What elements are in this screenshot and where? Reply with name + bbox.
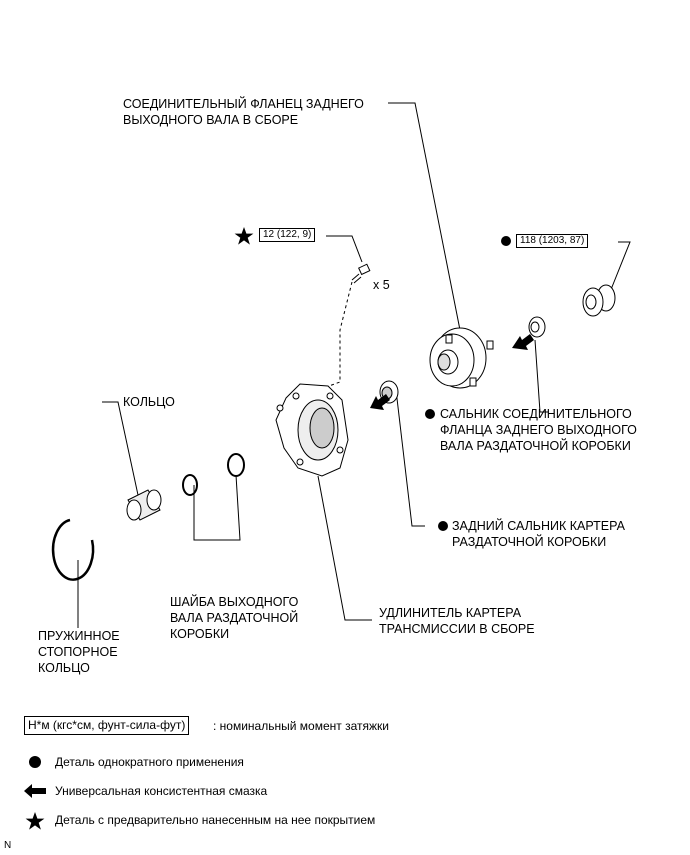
bolt-part [351, 263, 371, 284]
leader-flange [388, 102, 461, 331]
nut-part [582, 284, 616, 317]
leader-nut-torque [609, 241, 631, 293]
leader-flange-seal [534, 339, 548, 413]
single-use-dot-flange-seal [425, 409, 435, 419]
legend-single-use-text: Деталь однократного применения [55, 755, 244, 769]
grease-arrow-flange-seal [512, 334, 534, 350]
single-use-dot-rear-seal [438, 521, 448, 531]
snap-ring-part [51, 518, 95, 581]
single-use-dot-nut [501, 236, 511, 246]
label-snap-ring: ПРУЖИННОЕ СТОПОРНОЕ КОЛЬЦО [38, 629, 120, 675]
legend-precoated-text: Деталь с предварительно нанесенным на не… [55, 813, 376, 827]
flange-seal-part [528, 316, 546, 338]
extension-housing-part [275, 383, 349, 477]
torque-value-nut: 118 (1203, 87) [516, 234, 589, 248]
legend-grease-text: Универсальная консистентная смазка [55, 784, 268, 798]
precoated-star-icon [234, 227, 254, 245]
legend-single-use-dot-icon [29, 756, 41, 768]
label-ring: КОЛЬЦО [123, 395, 175, 409]
leader-washer [193, 474, 241, 541]
legend-unit-text: : номинальный момент затяжки [213, 719, 389, 733]
label-flange-assembly: СОЕДИНИТЕЛЬНЫЙ ФЛАНЕЦ ЗАДНЕГО ВЫХОДНОГО … [123, 97, 364, 127]
legend-grease-arrow-icon [24, 784, 46, 798]
label-rear-seal: ЗАДНИЙ САЛЬНИК КАРТЕРА РАЗДАТОЧНОЙ КОРОБ… [452, 519, 625, 549]
washer-parts [182, 453, 245, 496]
quantity-label: x 5 [373, 278, 390, 292]
grease-arrow-rear-seal [370, 394, 390, 410]
legend-precoated-star-icon [25, 812, 45, 830]
leader-ring [102, 401, 139, 496]
ring-part [126, 489, 162, 521]
legend-unit-box: Н*м (кгс*см, фунт-сила-фут) [24, 716, 190, 735]
dashed-bolt-path [317, 281, 353, 391]
flange-part [429, 327, 494, 389]
label-output-shaft-washer: ШАЙБА ВЫХОДНОГО ВАЛА РАЗДАТОЧНОЙ КОРОБКИ [170, 595, 299, 641]
corner-code: N [4, 840, 12, 851]
leader-rear-seal [395, 389, 425, 527]
torque-value-bolts: 12 (122, 9) [259, 228, 316, 242]
label-extension-housing: УДЛИНИТЕЛЬ КАРТЕРА ТРАНСМИССИИ В СБОРЕ [379, 606, 535, 636]
label-flange-seal: САЛЬНИК СОЕДИНИТЕЛЬНОГО ФЛАНЦА ЗАДНЕГО В… [440, 407, 637, 453]
leader-bolt-torque [326, 235, 363, 263]
leader-extension [317, 475, 372, 621]
